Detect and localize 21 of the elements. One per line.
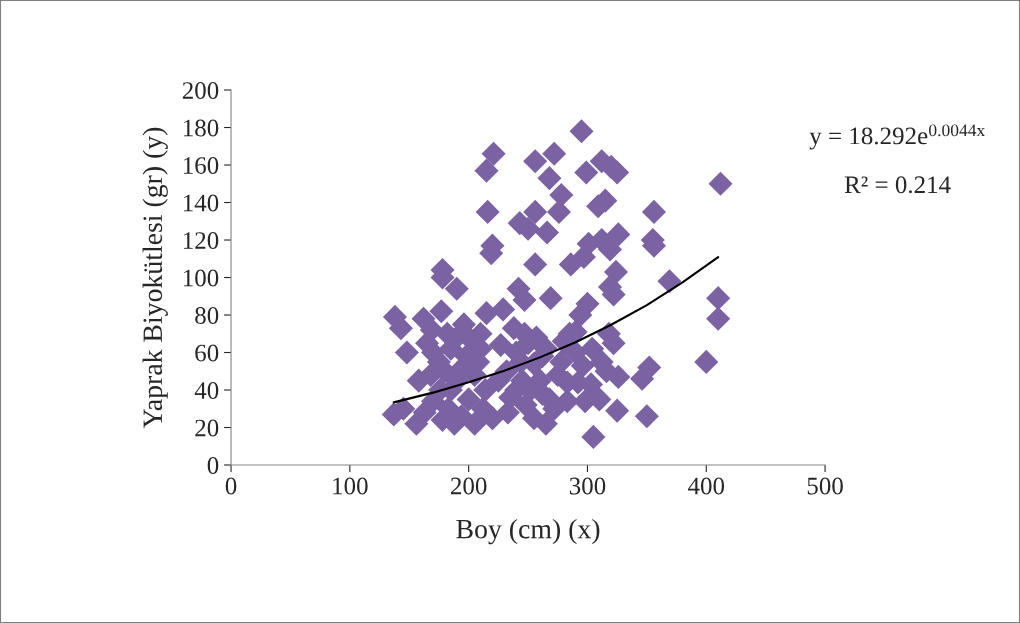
- y-tick-label: 40: [194, 382, 219, 399]
- y-tick-label: 60: [195, 344, 219, 362]
- y-tick-label: 100: [183, 269, 219, 287]
- x-tick-label: 0: [225, 477, 237, 495]
- y-tick-label: 180: [183, 119, 219, 137]
- annotation: y = 18.292e$^{0.0044x}$: [809, 124, 986, 150]
- text: R² = 0.214: [844, 176, 951, 194]
- y-tick-label: 160: [183, 157, 219, 174]
- y-tick-label: 200: [182, 82, 219, 99]
- y-tick-label: 0: [207, 457, 219, 474]
- x-tick-label: 500: [807, 477, 843, 495]
- x-tick-label: 400: [688, 477, 725, 495]
- y-axis-title: Yaprak Biyokütlesi (gr) (y): [142, 127, 168, 429]
- x-tick-label: 300: [569, 477, 606, 495]
- x-axis-title: Boy (cm) (x): [456, 518, 600, 545]
- y-tick-label: 20: [195, 419, 219, 437]
- x-tick-label: 100: [333, 477, 368, 495]
- x-tick-label: 200: [451, 477, 487, 495]
- y-tick-label: 120: [183, 232, 219, 249]
- y-tick-label: 80: [195, 307, 219, 324]
- y-tick-label: 140: [183, 194, 219, 212]
